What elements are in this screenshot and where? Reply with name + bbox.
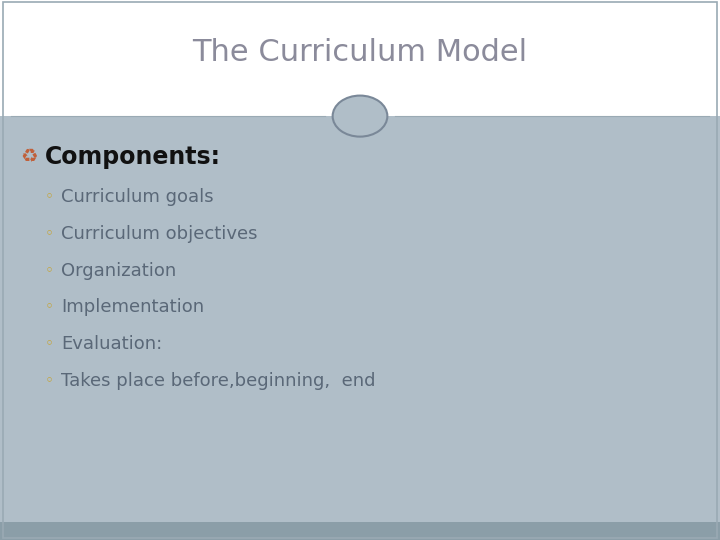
Text: Organization: Organization xyxy=(61,261,176,280)
Bar xyxy=(0,522,720,540)
Text: ◦: ◦ xyxy=(45,263,53,278)
Text: Curriculum objectives: Curriculum objectives xyxy=(61,225,258,243)
Text: The Curriculum Model: The Curriculum Model xyxy=(192,38,528,67)
Circle shape xyxy=(333,96,387,137)
Text: ◦: ◦ xyxy=(45,373,53,388)
Text: Evaluation:: Evaluation: xyxy=(61,335,163,353)
Text: ◦: ◦ xyxy=(45,190,53,205)
Text: Takes place before,beginning,  end: Takes place before,beginning, end xyxy=(61,372,376,390)
Text: ♻: ♻ xyxy=(20,147,37,166)
Text: Curriculum goals: Curriculum goals xyxy=(61,188,214,206)
Text: ◦: ◦ xyxy=(45,336,53,352)
Text: ◦: ◦ xyxy=(45,300,53,315)
Text: Implementation: Implementation xyxy=(61,298,204,316)
Bar xyxy=(0,116,720,522)
Bar xyxy=(0,0,720,116)
Text: ◦: ◦ xyxy=(45,226,53,241)
Text: Components:: Components: xyxy=(45,145,220,168)
